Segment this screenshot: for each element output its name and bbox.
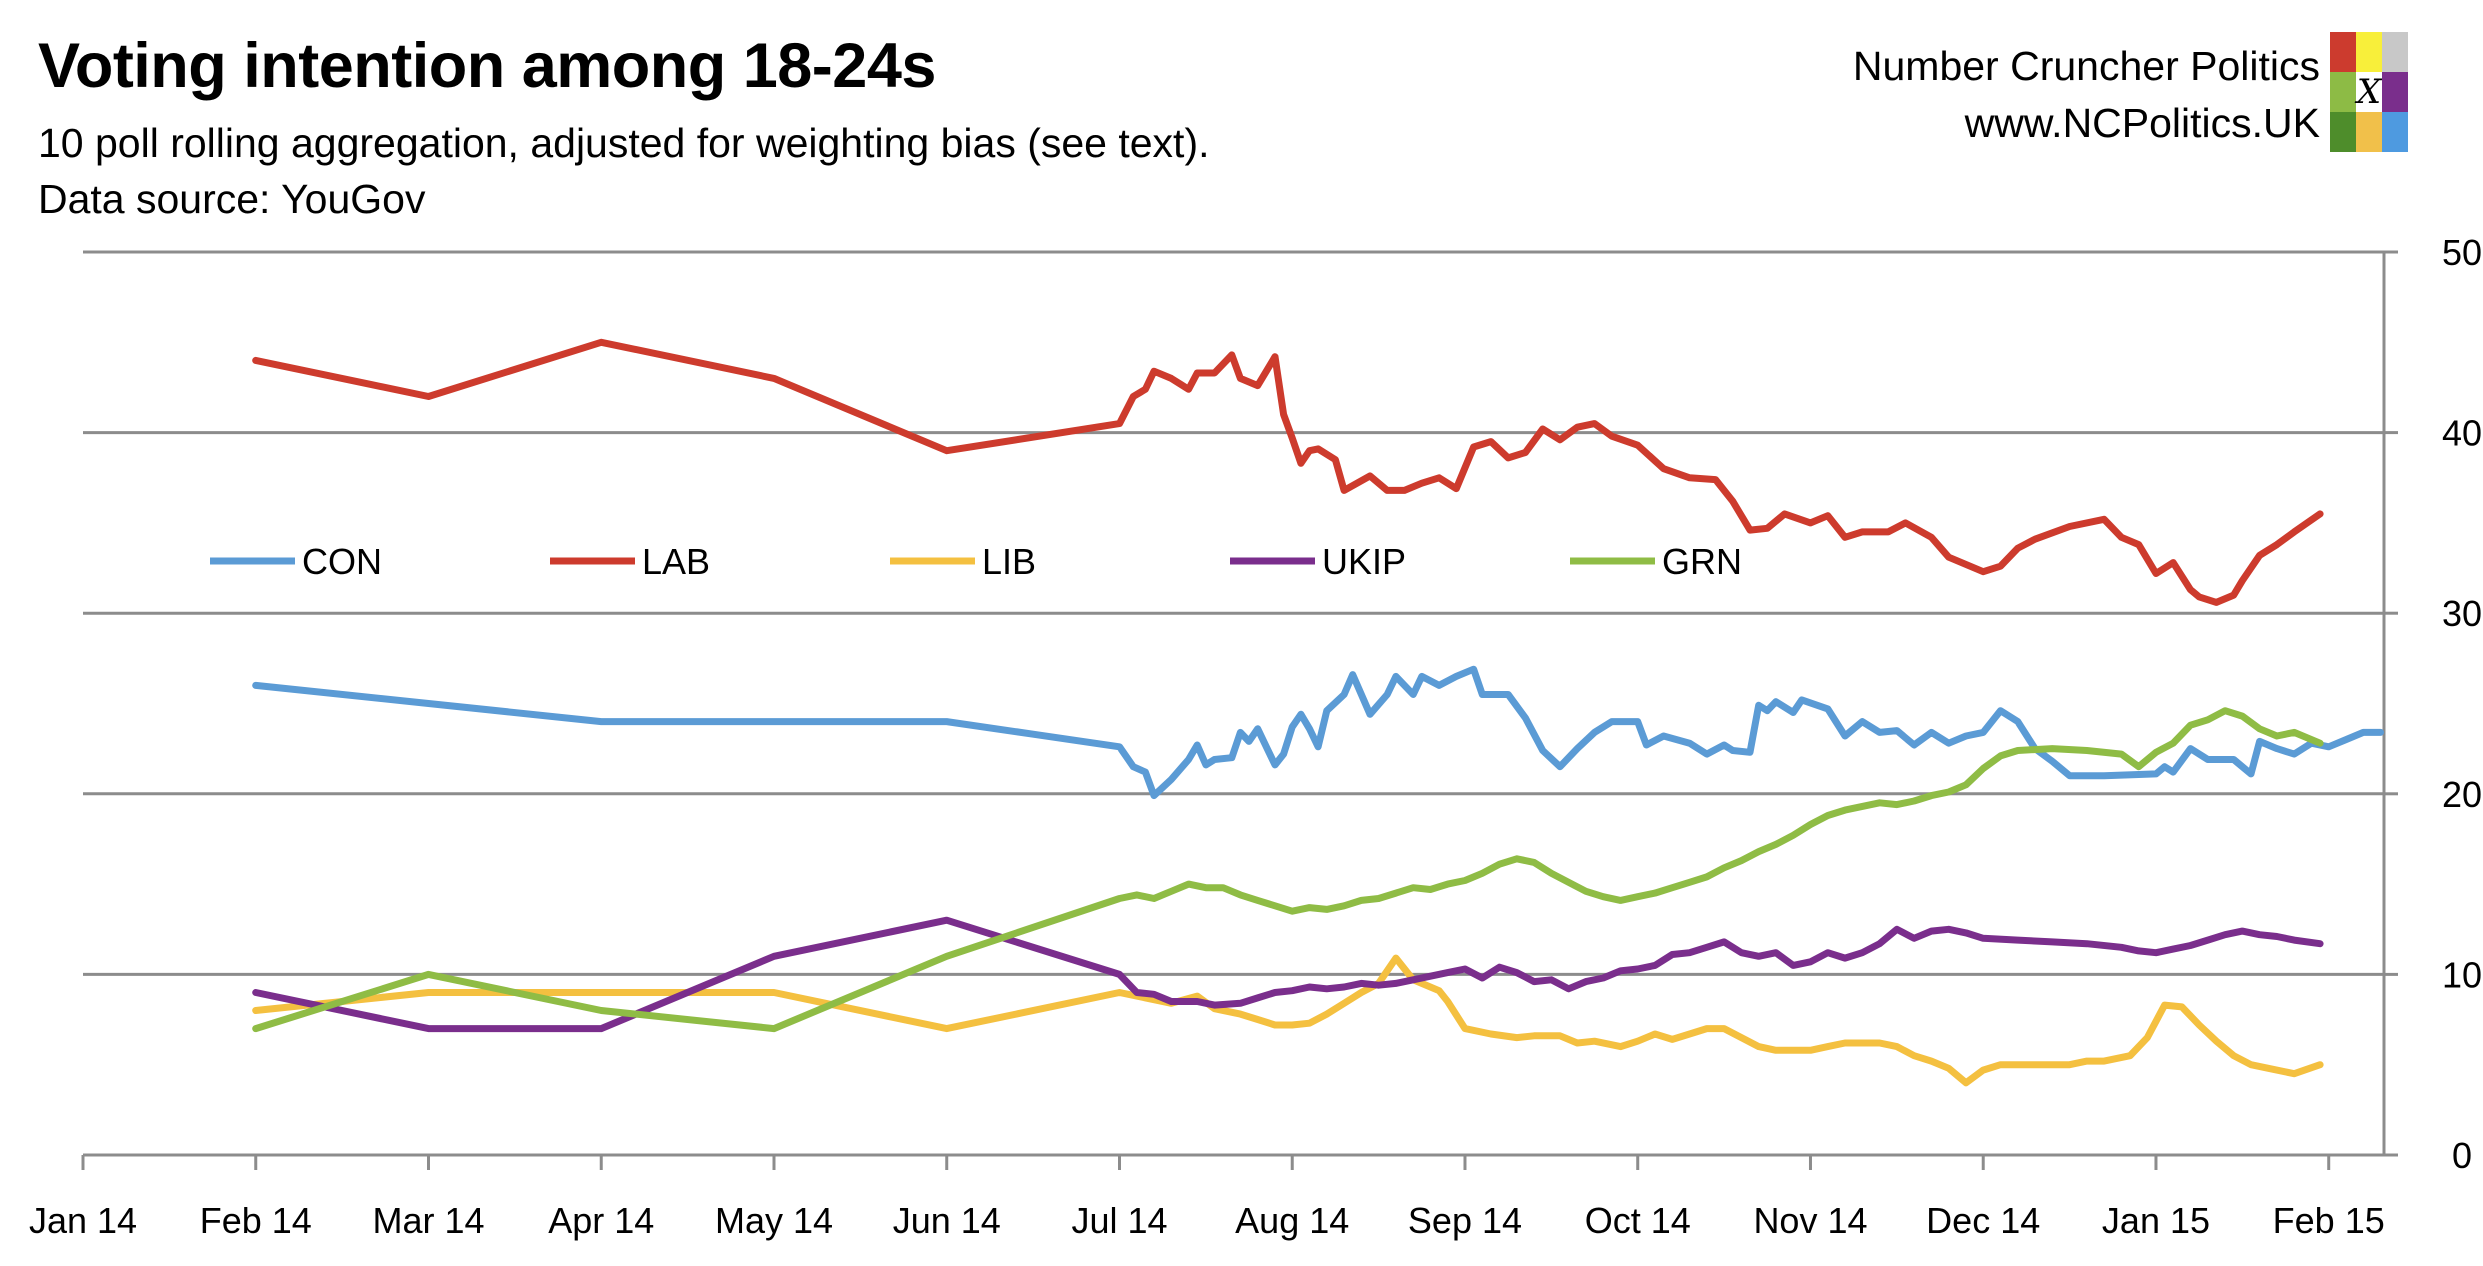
y-tick-label: 20 xyxy=(2442,774,2482,815)
x-tick-label: Sep 14 xyxy=(1408,1200,1522,1241)
logo-cell xyxy=(2356,112,2382,152)
logo-cell xyxy=(2330,112,2356,152)
logo-cell: X xyxy=(2356,72,2382,112)
series-line-lib xyxy=(252,954,2324,1087)
logo-cell xyxy=(2382,32,2408,72)
y-tick-label: 30 xyxy=(2442,593,2482,634)
x-tick-label: Jul 14 xyxy=(1071,1200,1167,1241)
logo-x-mark: X xyxy=(2356,72,2382,112)
legend-label-con: CON xyxy=(302,541,382,582)
x-tick-label: Apr 14 xyxy=(548,1200,654,1241)
x-tick-label: Dec 14 xyxy=(1926,1200,2040,1241)
brand-block: Number Cruncher Politics www.NCPolitics.… xyxy=(1853,38,2320,152)
brand-url[interactable]: www.NCPolitics.UK xyxy=(1964,100,2320,146)
brand-logo-grid: X xyxy=(2330,32,2408,152)
legend-label-ukip: UKIP xyxy=(1322,541,1406,582)
x-tick-label: Feb 15 xyxy=(2273,1200,2385,1241)
y-tick-label: 40 xyxy=(2442,413,2482,454)
legend-label-lib: LIB xyxy=(982,541,1036,582)
logo-cell xyxy=(2330,32,2356,72)
y-tick-label: 10 xyxy=(2442,954,2482,995)
logo-cell xyxy=(2382,72,2408,112)
chart-title: Voting intention among 18-24s xyxy=(38,31,936,101)
x-tick-label: Jan 15 xyxy=(2102,1200,2210,1241)
series-line-lab xyxy=(252,338,2324,606)
chart-subtitle: 10 poll rolling aggregation, adjusted fo… xyxy=(38,120,1210,166)
x-tick-label: Feb 14 xyxy=(200,1200,312,1241)
logo-cell xyxy=(2382,112,2408,152)
x-tick-label: Aug 14 xyxy=(1235,1200,1349,1241)
series-line-ukip xyxy=(252,916,2324,1033)
series-line-grn xyxy=(252,707,2324,1033)
x-tick-label: Jan 14 xyxy=(29,1200,137,1241)
x-tick-label: Oct 14 xyxy=(1585,1200,1691,1241)
brand-name: Number Cruncher Politics xyxy=(1852,43,2320,89)
x-tick-label: Mar 14 xyxy=(372,1200,484,1241)
legend-label-lab: LAB xyxy=(642,541,710,582)
y-tick-label: 50 xyxy=(2442,232,2482,273)
logo-cell xyxy=(2356,32,2382,72)
x-tick-label: Jun 14 xyxy=(893,1200,1001,1241)
x-tick-label: Nov 14 xyxy=(1753,1200,1867,1241)
series-line-con xyxy=(252,665,2384,800)
y-tick-label: 0 xyxy=(2452,1135,2472,1176)
logo-cell xyxy=(2330,72,2356,112)
legend-label-grn: GRN xyxy=(1662,541,1742,582)
data-source: Data source: YouGov xyxy=(38,176,426,222)
x-tick-label: May 14 xyxy=(715,1200,833,1241)
